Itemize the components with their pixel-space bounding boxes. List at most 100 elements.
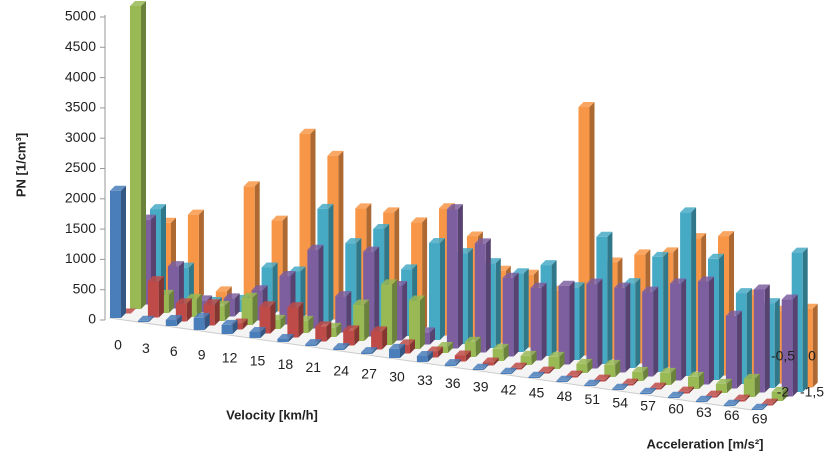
y-axis-title: PN [1/cm³] xyxy=(13,133,28,197)
bar-side xyxy=(254,181,260,308)
bar-front xyxy=(781,299,793,397)
bar-top xyxy=(327,150,344,156)
bar-side xyxy=(597,278,603,369)
bar-top xyxy=(753,284,770,290)
bar-top xyxy=(305,339,322,345)
x-tick-label: 15 xyxy=(250,353,266,369)
bar-top xyxy=(165,314,182,320)
bar-top xyxy=(733,394,750,400)
x-tick-label: 18 xyxy=(278,356,294,372)
bar-front xyxy=(363,251,375,337)
bar-side xyxy=(541,282,547,361)
bar xyxy=(528,371,545,378)
bar-top xyxy=(528,371,545,377)
bar-top xyxy=(444,359,461,365)
bar-side xyxy=(734,399,740,406)
bar xyxy=(558,280,575,365)
bar xyxy=(584,379,601,386)
bar-side xyxy=(736,310,742,389)
bar-top xyxy=(472,363,489,369)
bar-top xyxy=(695,395,712,401)
bar-side xyxy=(531,350,537,365)
bar-side xyxy=(392,279,398,345)
bar-top xyxy=(634,249,651,255)
bar-top xyxy=(652,251,669,257)
bar xyxy=(474,238,491,353)
bar-side xyxy=(196,293,202,317)
bar-front xyxy=(315,326,327,342)
bar-top xyxy=(130,1,146,6)
bar-top xyxy=(363,246,380,252)
bar-side xyxy=(762,403,768,410)
bar xyxy=(660,367,677,385)
bar-front xyxy=(307,249,319,329)
bar xyxy=(556,375,573,382)
bar-front xyxy=(444,364,456,366)
bar-top xyxy=(416,350,433,356)
bar xyxy=(472,363,489,370)
bar-side xyxy=(663,251,669,372)
bar-front xyxy=(530,287,542,361)
bar xyxy=(670,278,687,381)
bar-side xyxy=(298,302,304,338)
bar-top xyxy=(271,215,288,221)
bar-front xyxy=(333,348,345,350)
x-tick-label: 60 xyxy=(668,401,684,417)
bar xyxy=(167,261,184,309)
bar-side xyxy=(204,312,210,330)
bar-side xyxy=(539,371,545,378)
bar-side xyxy=(671,367,677,385)
bar-side xyxy=(689,386,694,394)
bar-top xyxy=(668,391,684,397)
bar xyxy=(363,246,380,337)
bar xyxy=(500,367,517,374)
bar-front xyxy=(640,392,652,394)
bar-side xyxy=(485,238,491,353)
bar-top xyxy=(251,285,268,291)
bar-side xyxy=(681,278,687,381)
bar-front xyxy=(464,341,476,357)
bar xyxy=(277,333,294,342)
bar-top xyxy=(688,371,704,377)
bar xyxy=(137,315,154,322)
bar xyxy=(723,399,740,406)
bar-side xyxy=(242,318,248,330)
bar-side xyxy=(754,373,760,397)
bar-front xyxy=(361,352,373,354)
bar-side xyxy=(316,339,322,346)
x-tick-label: 54 xyxy=(612,394,628,410)
x-tick-label: 48 xyxy=(557,388,573,404)
bar-front xyxy=(528,376,540,378)
bar-side xyxy=(782,386,788,401)
bar-top xyxy=(540,260,557,266)
bar-top xyxy=(333,343,350,349)
x-tick-label: 12 xyxy=(222,350,238,366)
bar-front xyxy=(670,283,682,381)
bar-front xyxy=(277,338,289,342)
bar-front xyxy=(193,317,205,330)
bar-side xyxy=(447,341,453,353)
bar-side xyxy=(579,282,585,360)
x-tick-label: 57 xyxy=(640,398,656,414)
bar-top xyxy=(243,181,260,187)
bar-side xyxy=(549,366,555,374)
bar-front xyxy=(723,404,735,406)
bar-top xyxy=(150,204,166,210)
bar xyxy=(110,185,126,318)
bar-front xyxy=(688,376,699,389)
bar-side xyxy=(168,289,174,313)
bar xyxy=(315,321,332,342)
y-tick-label: 1500 xyxy=(65,220,96,236)
z-tick-label: 0 xyxy=(808,348,816,364)
bar-side xyxy=(551,260,557,356)
bar-front xyxy=(243,186,255,308)
bar xyxy=(193,312,210,330)
bar-front xyxy=(175,303,187,322)
bar-front xyxy=(715,383,727,393)
bar-top xyxy=(708,253,724,259)
bar-side xyxy=(706,395,712,402)
bar-top xyxy=(175,298,192,304)
bar-side xyxy=(455,359,461,366)
bar-side xyxy=(354,325,360,346)
bar xyxy=(389,343,405,358)
